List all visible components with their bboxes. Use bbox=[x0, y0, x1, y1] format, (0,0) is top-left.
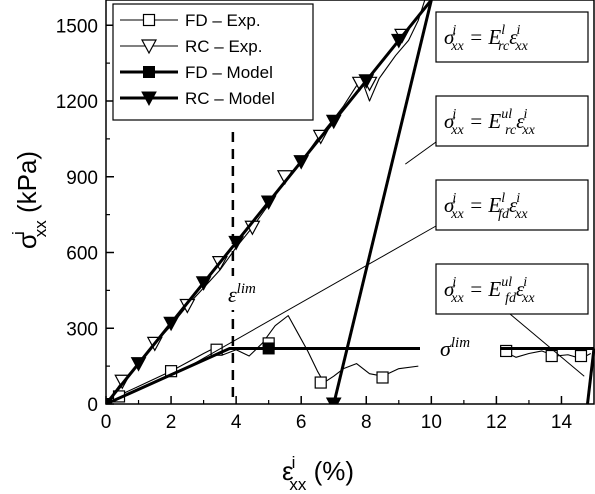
equation-text: σi xx = Eul fdεi xx bbox=[444, 275, 535, 306]
equation-frame bbox=[435, 95, 589, 147]
data-point bbox=[163, 316, 179, 332]
series-0 bbox=[106, 315, 591, 403]
x-tick-label: 8 bbox=[361, 412, 372, 433]
equation-box: σi xx = Eul rcεi xx bbox=[435, 95, 589, 147]
x-tick-label: 6 bbox=[296, 412, 307, 433]
data-point bbox=[195, 276, 212, 291]
plot-frame bbox=[105, 0, 595, 405]
data-point bbox=[260, 195, 277, 211]
data-point bbox=[293, 155, 310, 170]
series-4 bbox=[586, 348, 595, 404]
sigma-lim-label: σlim bbox=[440, 335, 470, 361]
legend-marker bbox=[141, 91, 157, 107]
equation-leader bbox=[187, 225, 437, 368]
data-point bbox=[325, 114, 342, 130]
data-point bbox=[545, 349, 558, 363]
x-axis-label: εi xx (%) bbox=[282, 453, 354, 494]
legend-label: FD – Exp. bbox=[185, 11, 261, 30]
data-point bbox=[500, 344, 513, 358]
equation-box: σi xx = Eul fdεi xx bbox=[435, 263, 589, 315]
data-point bbox=[390, 33, 407, 49]
axis-ticks bbox=[105, 24, 563, 405]
sigma-lim-label-bg bbox=[420, 330, 500, 360]
eps-lim-label-bg bbox=[226, 276, 270, 310]
x-tick-label: 10 bbox=[421, 412, 442, 433]
y-tick-labels: 0 300 600 900 1200 1500 bbox=[56, 16, 98, 416]
series-line bbox=[332, 0, 433, 404]
x-tick-label: 4 bbox=[231, 412, 242, 433]
equation-text: σi xx = El rcεi xx bbox=[444, 23, 529, 54]
x-tick-label: 0 bbox=[101, 412, 112, 433]
legend-label: FD – Model bbox=[185, 63, 273, 82]
data-point bbox=[262, 342, 275, 355]
series-line bbox=[586, 348, 595, 404]
legend-label: RC – Exp. bbox=[185, 37, 262, 56]
equation-leader bbox=[509, 313, 585, 377]
legend-marker bbox=[142, 13, 156, 27]
series-line bbox=[106, 315, 419, 402]
series-line bbox=[106, 346, 594, 404]
series-layer bbox=[106, 0, 595, 404]
y-tick-label: 900 bbox=[66, 168, 98, 189]
equation-text: σi xx = El fdεi xx bbox=[444, 191, 528, 222]
data-point bbox=[314, 376, 327, 389]
x-tick-labels: 0 2 4 6 8 10 12 14 bbox=[101, 412, 573, 433]
equation-box: σi xx = El rcεi xx bbox=[435, 11, 589, 63]
equation-leader bbox=[405, 141, 437, 165]
legend-label: RC – Model bbox=[185, 89, 275, 108]
series-3 bbox=[106, 0, 433, 404]
equation-frame bbox=[435, 263, 589, 315]
data-point bbox=[574, 349, 588, 363]
y-tick-label: 0 bbox=[87, 395, 98, 416]
y-axis-label: σi xx (kPa) bbox=[9, 151, 50, 249]
y-tick-label: 1500 bbox=[56, 16, 98, 37]
equation-boxes: σi xx = El rcεi xx σi xx = Eul rcεi xx σi xx = El… bbox=[435, 11, 589, 315]
legend-marker bbox=[140, 39, 158, 55]
y-tick-label: 1200 bbox=[56, 92, 98, 113]
eps-lim-label: εlim bbox=[228, 281, 256, 307]
data-point bbox=[376, 371, 389, 384]
data-point bbox=[130, 357, 147, 372]
equation-frame bbox=[435, 11, 589, 63]
y-tick-label: 600 bbox=[66, 244, 98, 265]
x-tick-label: 12 bbox=[486, 412, 507, 433]
equation-frame bbox=[435, 179, 589, 231]
y-tick-label: 300 bbox=[66, 319, 98, 340]
legend: FD – Exp. RC – Exp. FD – Model RC – Model bbox=[112, 3, 314, 121]
data-point bbox=[325, 397, 342, 404]
data-point bbox=[358, 74, 375, 89]
x-tick-label: 14 bbox=[551, 412, 573, 433]
equation-box: σi xx = El fdεi xx bbox=[435, 179, 589, 231]
legend-marker bbox=[143, 66, 155, 78]
x-tick-label: 2 bbox=[166, 412, 177, 433]
equation-text: σi xx = Eul rcεi xx bbox=[444, 107, 536, 138]
